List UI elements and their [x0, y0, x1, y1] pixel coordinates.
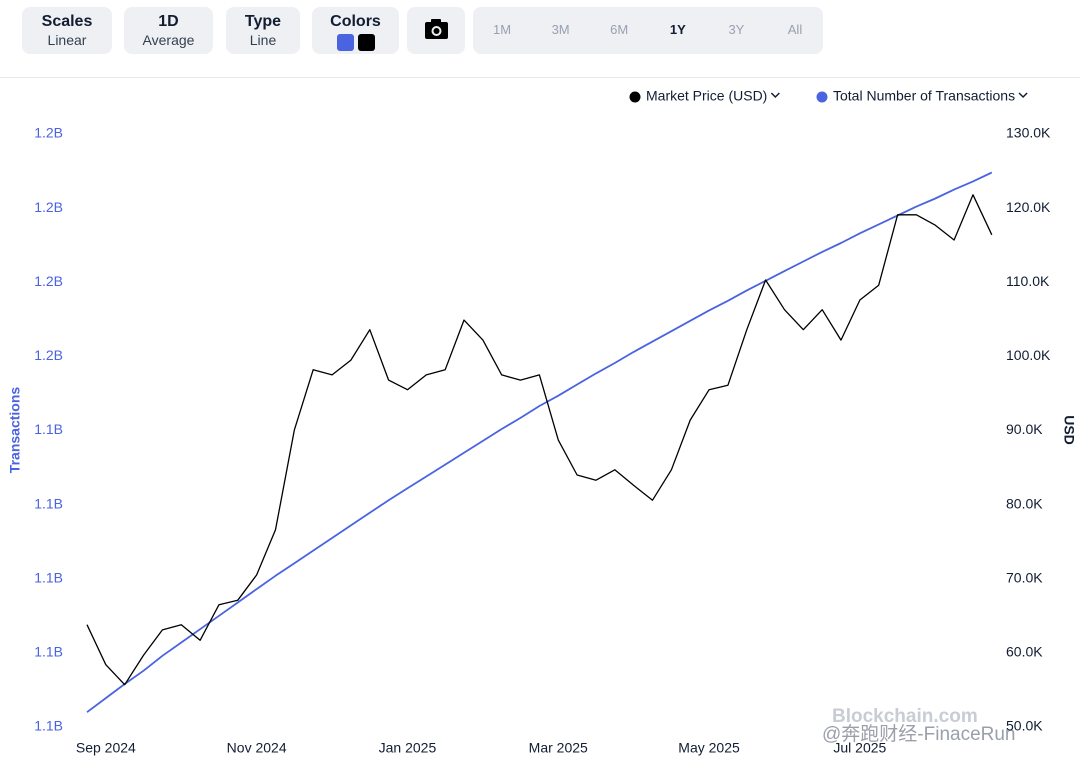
y2-tick-label: 120.0K: [1006, 199, 1051, 215]
y2-tick-label: 80.0K: [1006, 495, 1043, 511]
legend-marker: [628, 90, 642, 104]
button-title: Type: [244, 13, 282, 30]
x-tick-label: Nov 2024: [227, 740, 287, 756]
x-tick-label: Jul 2025: [833, 740, 886, 756]
button-title: 1D: [158, 13, 179, 30]
series-line: [86, 194, 993, 686]
y-tick-label: 1.1B: [34, 569, 63, 585]
y2-tick-label: 100.0K: [1006, 347, 1051, 363]
y-tick-label: 1.1B: [34, 718, 63, 734]
y-axis-label: Transactions: [7, 387, 23, 474]
button-title: Scales: [41, 13, 93, 30]
colors-button[interactable]: Colors: [312, 7, 399, 54]
watermark: @奔跑财经-FinaceRun: [822, 723, 1016, 745]
swatches: [312, 31, 399, 56]
x-tick-label: Mar 2025: [529, 740, 588, 756]
color-swatch[interactable]: [336, 34, 354, 51]
y-tick-label: 1.2B: [34, 125, 63, 141]
color-swatch[interactable]: [357, 34, 375, 51]
toolbar: Scales Linear 1D Average Type Line Colors 1…: [0, 0, 1080, 78]
y2-tick-label: 110.0K: [1006, 273, 1050, 289]
y-tick-label: 1.1B: [34, 495, 63, 511]
series-line: [86, 171, 993, 713]
scales-button[interactable]: Scales Linear: [22, 7, 112, 54]
y2-axis-label: USD: [1061, 415, 1077, 445]
legend-chevron: [1018, 92, 1028, 99]
range-button[interactable]: 3Y: [728, 22, 745, 37]
x-tick-label: Jan 2025: [379, 740, 437, 756]
y2-tick-label: 70.0K: [1006, 569, 1043, 585]
camera-icon: [425, 19, 448, 39]
button-subtitle: Average: [142, 32, 195, 48]
legend-label[interactable]: Total Number of Transactions: [833, 88, 1015, 104]
range-button[interactable]: 3M: [551, 22, 570, 37]
range-button[interactable]: 1Y: [669, 22, 686, 37]
watermark: Blockchain.com: [832, 706, 978, 727]
legend-marker: [815, 90, 829, 104]
y-tick-label: 1.1B: [34, 421, 63, 437]
interval-button[interactable]: 1D Average: [124, 7, 213, 54]
y2-tick-label: 50.0K: [1006, 718, 1043, 734]
x-tick-label: Sep 2024: [76, 740, 136, 756]
legend-chevron: [770, 92, 780, 99]
button-title: Colors: [330, 13, 381, 30]
y2-tick-label: 90.0K: [1006, 421, 1043, 437]
legend-label[interactable]: Market Price (USD): [646, 88, 767, 104]
x-tick-label: May 2025: [678, 740, 740, 756]
range-selector: 1M 3M 6M 1Y 3Y All: [473, 7, 823, 54]
range-button[interactable]: 1M: [492, 22, 512, 37]
y-tick-label: 1.1B: [34, 644, 63, 660]
y2-tick-label: 130.0K: [1006, 125, 1051, 141]
y2-tick-label: 60.0K: [1006, 644, 1043, 660]
type-button[interactable]: Type Line: [226, 7, 300, 54]
y-tick-label: 1.2B: [34, 347, 63, 363]
button-subtitle: Line: [249, 32, 277, 48]
range-button[interactable]: 6M: [610, 22, 629, 37]
range-button[interactable]: All: [787, 22, 803, 37]
button-subtitle: Linear: [47, 32, 87, 48]
y-tick-label: 1.2B: [34, 273, 63, 289]
y-tick-label: 1.2B: [34, 199, 63, 215]
camera-button[interactable]: [407, 7, 465, 54]
